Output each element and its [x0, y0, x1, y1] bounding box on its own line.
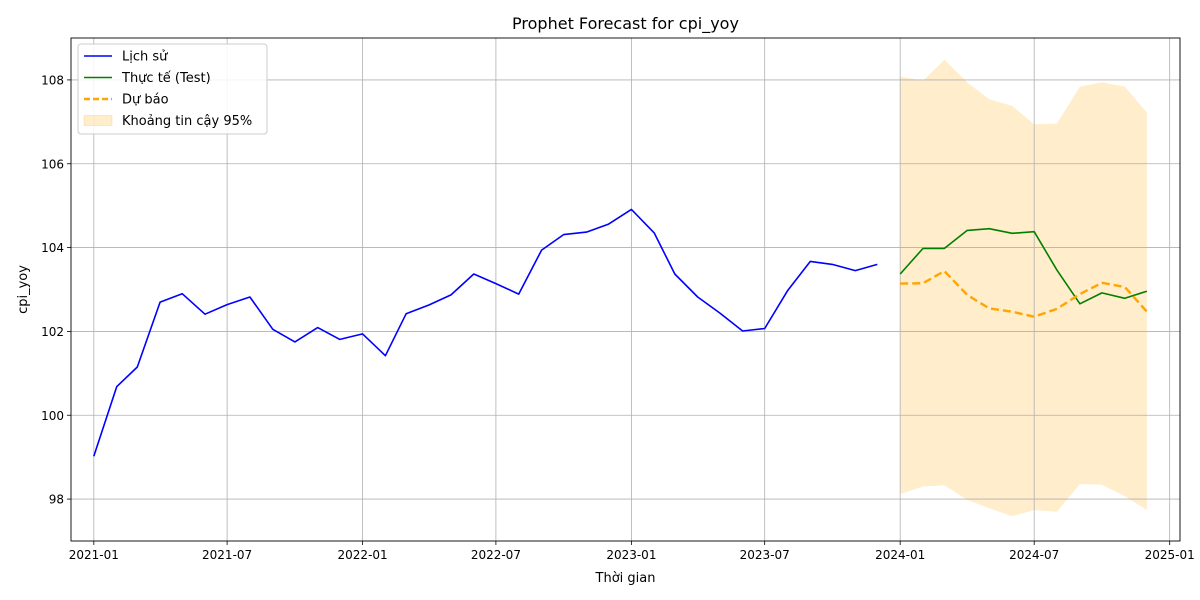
x-tick-label: 2024-01	[875, 548, 925, 562]
x-tick-label: 2024-07	[1009, 548, 1059, 562]
legend-label-history: Lịch sử	[122, 50, 168, 65]
x-tick-label: 2022-01	[338, 548, 388, 562]
y-tick-label: 102	[41, 325, 64, 339]
forecast-series-line	[900, 269, 1148, 318]
plot-area: 2021-01 2021-07 2022-01 2022-07 2023-01 2023-…	[41, 37, 1195, 562]
x-tick-label: 2023-07	[740, 548, 790, 562]
y-axis-label: cpi_yoy	[16, 265, 31, 314]
history-series-line	[93, 208, 878, 457]
x-tick-label: 2023-01	[606, 548, 656, 562]
y-tick-label: 98	[49, 493, 64, 507]
test-series-line	[899, 227, 1148, 305]
plot-frame	[70, 37, 1181, 542]
legend: Lịch sử Thực tế (Test) Dự báo Khoảng tin cậ…	[77, 43, 268, 135]
x-tick-label: 2022-07	[471, 548, 521, 562]
legend-swatch-interval	[83, 115, 113, 126]
legend-label-test: Thực tế (Test)	[121, 71, 211, 86]
y-tick-label: 100	[41, 409, 64, 423]
y-tick-label: 108	[41, 73, 64, 87]
x-tick-label: 2021-01	[69, 548, 119, 562]
y-tick-label: 104	[41, 241, 64, 255]
legend-box	[77, 43, 268, 135]
y-tick-label: 106	[41, 157, 64, 171]
x-tick-label: 2025-01	[1145, 548, 1195, 562]
chart-title: Prophet Forecast for cpi_yoy	[512, 14, 739, 34]
x-tick-label: 2021-07	[202, 548, 252, 562]
confidence-band	[900, 59, 1147, 517]
legend-label-forecast: Dự báo	[122, 93, 169, 108]
legend-label-interval: Khoảng tin cậy 95%	[122, 114, 252, 129]
x-axis-label: Thời gian	[595, 571, 656, 586]
